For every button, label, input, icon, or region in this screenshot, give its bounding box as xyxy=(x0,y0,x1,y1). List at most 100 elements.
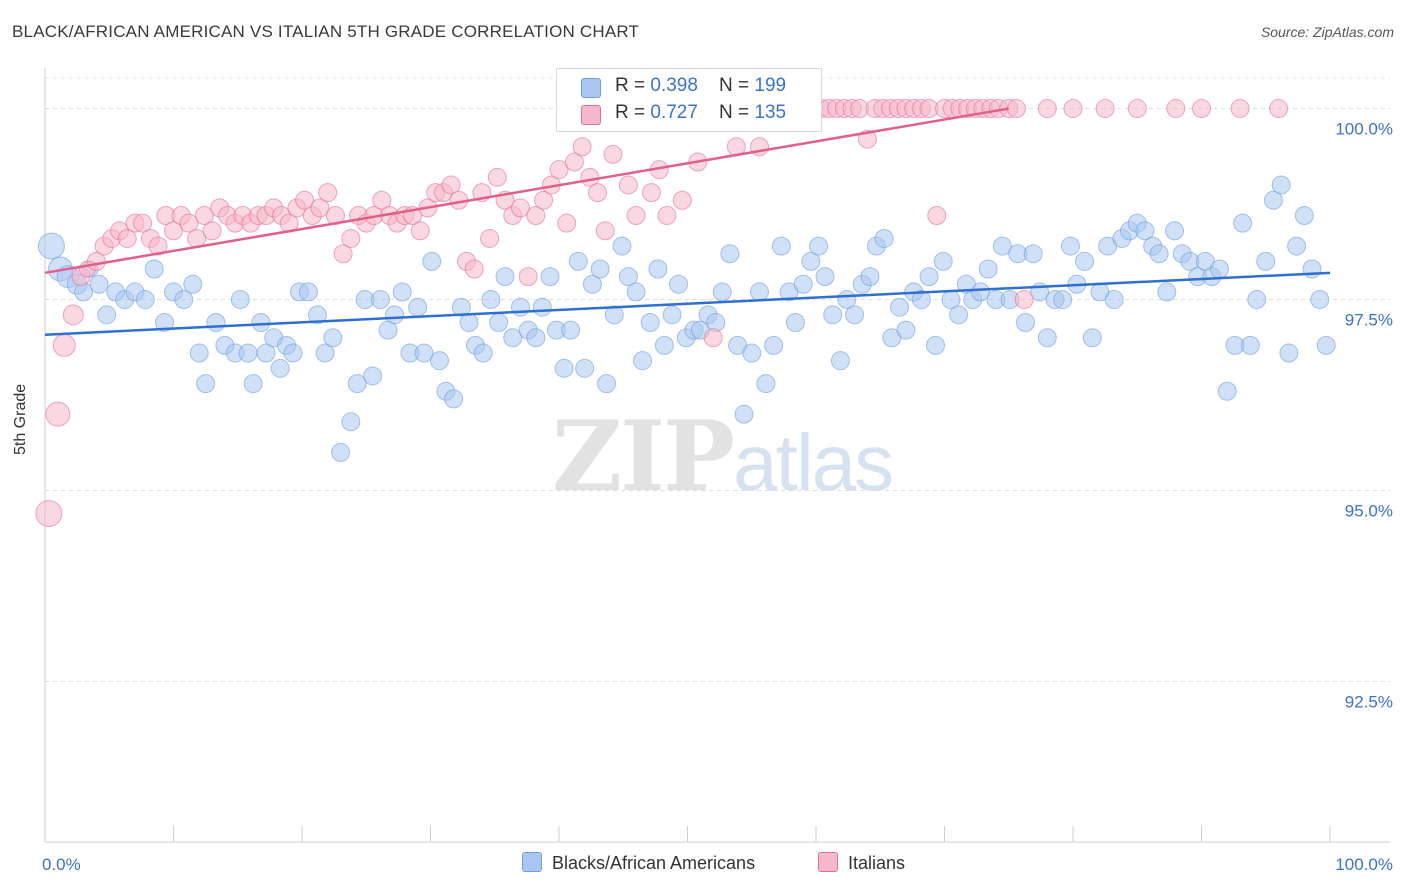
blacks-data-point xyxy=(978,259,998,279)
blacks-data-point xyxy=(626,282,646,302)
x-tick-label: 100.0% xyxy=(1335,855,1393,874)
blacks-data-point xyxy=(408,297,428,317)
italians-data-point xyxy=(45,401,71,427)
blacks-data-point xyxy=(1294,206,1314,226)
blacks-data-point xyxy=(815,267,835,287)
blacks-data-point xyxy=(933,251,953,271)
blacks-data-point xyxy=(1316,335,1336,355)
italians-data-point xyxy=(35,499,63,527)
blacks-data-point xyxy=(575,358,595,378)
blacks-data-point xyxy=(489,312,509,332)
blacks-swatch xyxy=(581,78,601,98)
r-label: R = xyxy=(615,102,651,123)
blacks-data-point xyxy=(429,351,449,371)
italians-data-point xyxy=(518,267,538,287)
blacks-data-point xyxy=(640,312,660,332)
watermark-zip: ZIP xyxy=(552,400,735,513)
italians-data-point xyxy=(927,206,947,226)
blacks-data-point xyxy=(1082,328,1102,348)
legend-item-blacks: Blacks/African Americans xyxy=(522,852,755,874)
blacks-data-point xyxy=(256,343,276,363)
italians-data-point xyxy=(133,213,153,233)
italians-data-point xyxy=(603,144,623,164)
blacks-data-point xyxy=(756,374,776,394)
italians-data-point xyxy=(657,206,677,226)
italians-data-point xyxy=(642,183,662,203)
blacks-data-point xyxy=(764,335,784,355)
blacks-data-point xyxy=(590,259,610,279)
italians-trend-line xyxy=(44,107,1009,275)
italians-data-point xyxy=(703,328,723,348)
x-tick-label: 0.0% xyxy=(42,855,81,874)
blacks-data-point xyxy=(926,335,946,355)
blacks-data-point xyxy=(1165,221,1185,241)
blacks-data-point xyxy=(196,374,216,394)
italians-legend-swatch xyxy=(818,852,838,872)
blacks-data-point xyxy=(243,374,263,394)
blacks-data-point xyxy=(331,442,351,462)
blacks-data-point xyxy=(89,274,109,294)
italians-data-point xyxy=(333,244,353,264)
blacks-data-point xyxy=(712,282,732,302)
blacks-data-point xyxy=(874,228,894,248)
blacks-data-point xyxy=(749,282,769,302)
blacks-data-point xyxy=(315,343,335,363)
italians-data-point xyxy=(1166,99,1186,119)
blacks-data-point xyxy=(1135,221,1155,241)
italians-data-point xyxy=(557,213,577,233)
blacks-data-point xyxy=(135,290,155,310)
italians-data-point xyxy=(1006,99,1026,119)
blacks-data-point xyxy=(785,312,805,332)
blacks-data-point xyxy=(97,305,117,325)
blacks-data-point xyxy=(633,351,653,371)
blacks-data-point xyxy=(459,312,479,332)
blacks-data-point xyxy=(540,267,560,287)
r-value: 0.727 xyxy=(650,102,698,123)
blacks-data-point xyxy=(890,297,910,317)
blacks-data-point xyxy=(793,274,813,294)
italians-swatch xyxy=(581,105,601,125)
blacks-data-point xyxy=(612,236,632,256)
italians-data-point xyxy=(588,183,608,203)
legend-label: Blacks/African Americans xyxy=(552,853,756,873)
blacks-data-point xyxy=(451,297,471,317)
stats-legend: R = 0.398 N = 199 R = 0.727 N = 135 xyxy=(556,68,822,132)
blacks-data-point xyxy=(830,351,850,371)
blacks-data-point xyxy=(992,236,1012,256)
blacks-data-point xyxy=(144,259,164,279)
italians-data-point xyxy=(549,160,569,180)
blacks-data-point xyxy=(801,251,821,271)
blacks-data-point xyxy=(385,305,405,325)
blacks-data-point xyxy=(1023,244,1043,264)
blacks-data-point xyxy=(860,267,880,287)
n-label: N = xyxy=(719,102,755,123)
italians-data-point xyxy=(179,213,199,233)
italians-data-point xyxy=(62,304,84,326)
blacks-data-point xyxy=(582,274,602,294)
watermark: ZIPatlas xyxy=(552,400,894,513)
legend-item-italians: Italians xyxy=(818,852,905,874)
r-value: 0.398 xyxy=(650,75,698,96)
blacks-data-point xyxy=(532,297,552,317)
blacks-data-point xyxy=(734,404,754,424)
blacks-data-point xyxy=(1075,251,1095,271)
blacks-data-point xyxy=(648,259,668,279)
blacks-data-point xyxy=(845,305,865,325)
blacks-data-point xyxy=(230,290,250,310)
y-tick-label: 92.5% xyxy=(1345,693,1393,712)
italians-data-point xyxy=(164,221,183,241)
italians-data-point xyxy=(672,190,692,210)
blacks-data-point xyxy=(1240,335,1260,355)
blacks-data-point xyxy=(251,312,271,332)
blacks-data-point xyxy=(481,290,501,310)
blacks-data-point xyxy=(1310,290,1330,310)
blacks-data-point xyxy=(1053,290,1073,310)
italians-data-point xyxy=(410,221,430,241)
blacks-data-point xyxy=(1149,244,1169,264)
y-tick-label: 97.5% xyxy=(1345,311,1393,330)
blacks-data-point xyxy=(604,305,624,325)
blacks-data-point xyxy=(473,343,493,363)
italians-data-point xyxy=(564,152,584,172)
blacks-data-point xyxy=(206,312,226,332)
blacks-data-point xyxy=(561,320,581,340)
